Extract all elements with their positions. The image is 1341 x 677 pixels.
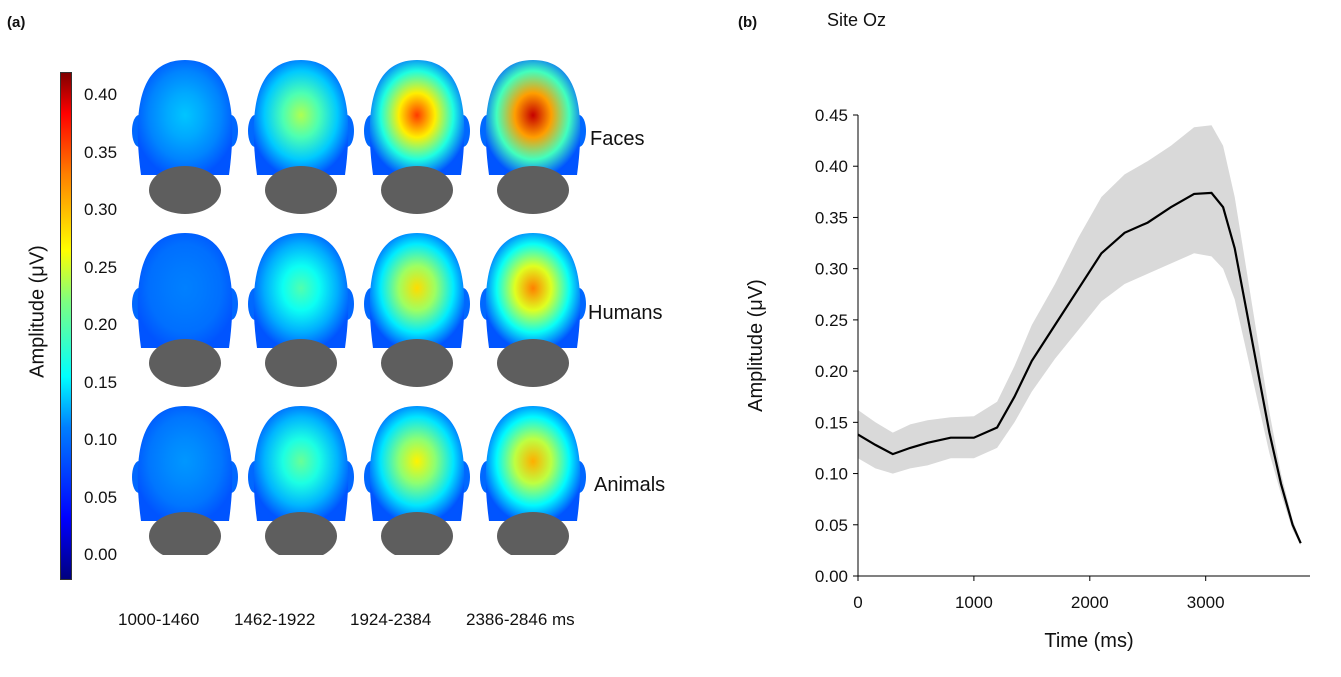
panel-b-label: (b) bbox=[738, 14, 758, 31]
y-tick-label: 0.00 bbox=[815, 567, 848, 586]
y-tick-label: 0.45 bbox=[815, 106, 848, 125]
y-tick-label: 0.35 bbox=[815, 208, 848, 227]
colorbar-tick-label: 0.05 bbox=[84, 487, 118, 507]
head-topomap bbox=[132, 406, 238, 555]
head-topomap bbox=[132, 60, 238, 214]
x-tick-label: 1000 bbox=[955, 593, 993, 612]
colorbar-tick-label: 0.20 bbox=[84, 315, 118, 334]
colorbar-tick-label: 0.15 bbox=[84, 372, 118, 392]
y-tick-label: 0.20 bbox=[815, 362, 848, 381]
head-topomap bbox=[480, 406, 586, 555]
time-window-1: 1000-1460 bbox=[118, 610, 200, 629]
time-window-2: 1462-1922 bbox=[234, 610, 316, 629]
confidence-band bbox=[858, 125, 1301, 546]
mean-line bbox=[857, 191, 1302, 544]
colorbar-tick-label: 0.00 bbox=[84, 545, 118, 564]
head-topomap bbox=[480, 233, 586, 387]
chart-title: Site Oz bbox=[827, 10, 887, 30]
colorbar-tick-label: 0.10 bbox=[84, 430, 118, 449]
y-tick-label: 0.05 bbox=[815, 516, 848, 535]
y-tick-label: 0.25 bbox=[815, 311, 848, 330]
line-chart: 0.00 0.05 0.10 0.15 0.20 0.25 0.30 0.35 0.40 0.45… bbox=[745, 106, 1310, 652]
colorbar-tick-label: 0.40 bbox=[84, 85, 118, 104]
y-tick-label: 0.10 bbox=[815, 465, 848, 484]
condition-label-faces: Faces bbox=[590, 128, 645, 150]
condition-label-animals: Animals bbox=[594, 474, 666, 496]
colorbar-title: Amplitude (μV) bbox=[26, 245, 49, 378]
y-tick-label: 0.15 bbox=[815, 413, 848, 432]
colorbar-tick-label: 0.30 bbox=[84, 200, 118, 219]
colorbar-tick-label: 0.25 bbox=[84, 257, 118, 277]
colorbar bbox=[60, 72, 72, 580]
time-window-4: 2386-2846 ms bbox=[466, 610, 575, 629]
head-topomap bbox=[248, 233, 354, 387]
head-topomap bbox=[364, 60, 470, 214]
colorbar-tick-label: 0.35 bbox=[84, 142, 118, 162]
topomap-grid bbox=[132, 60, 586, 555]
y-tick-label: 0.30 bbox=[815, 260, 848, 279]
head-topomap bbox=[364, 233, 470, 387]
x-tick-label: 3000 bbox=[1187, 593, 1225, 612]
x-tick-label: 2000 bbox=[1071, 593, 1109, 612]
head-topomap bbox=[248, 406, 354, 555]
y-tick-label: 0.40 bbox=[815, 157, 848, 176]
head-topomap bbox=[132, 233, 238, 387]
x-tick-label: 0 bbox=[853, 593, 862, 612]
condition-label-humans: Humans bbox=[588, 302, 663, 324]
head-topomap bbox=[248, 60, 354, 214]
x-axis-label: Time (ms) bbox=[1044, 630, 1133, 652]
time-window-3: 1924-2384 bbox=[350, 610, 432, 629]
head-topomap bbox=[364, 406, 470, 555]
y-axis-label: Amplitude (μV) bbox=[745, 279, 767, 412]
panel-a-label: (a) bbox=[7, 14, 26, 31]
head-topomap bbox=[480, 60, 586, 214]
